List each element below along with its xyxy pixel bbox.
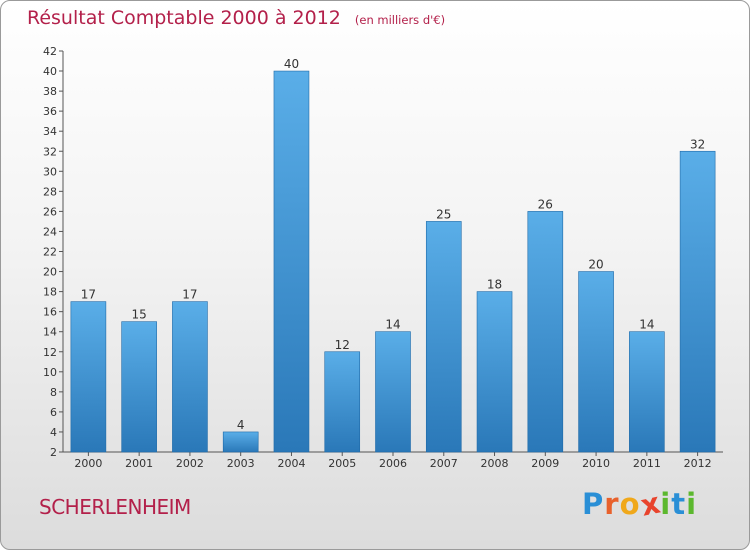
- logo-letter: i: [686, 487, 698, 521]
- commune-name: SCHERLENHEIM: [39, 495, 191, 519]
- y-tick-label: 24: [43, 225, 57, 238]
- logo-letter: t: [671, 487, 687, 521]
- y-tick-label: 20: [43, 266, 57, 279]
- bar-2008: [476, 291, 513, 453]
- bar-2000: [70, 301, 107, 453]
- x-tick-label: 2006: [379, 457, 407, 470]
- y-tick-label: 14: [43, 326, 57, 339]
- data-label-2004: 40: [284, 57, 299, 71]
- bar-2007: [425, 221, 462, 453]
- data-label-2007: 25: [436, 207, 451, 221]
- data-label-2011: 14: [639, 318, 654, 332]
- bar-2010: [578, 271, 614, 453]
- y-tick-label: 40: [43, 65, 57, 78]
- data-label-2005: 12: [335, 338, 350, 352]
- logo-letter: i: [660, 487, 672, 521]
- data-label-2001: 15: [132, 308, 147, 322]
- x-tick-label: 2008: [481, 457, 509, 470]
- bar-2012: [679, 150, 716, 453]
- y-tick-label: 32: [43, 145, 57, 158]
- y-tick-label: 28: [43, 185, 57, 198]
- y-tick-label: 30: [43, 165, 57, 178]
- bar-2002: [172, 301, 208, 453]
- data-label-2010: 20: [588, 258, 603, 272]
- logo-letter: o: [619, 487, 641, 521]
- y-tick-label: 6: [50, 406, 57, 419]
- data-label-2009: 26: [538, 197, 553, 211]
- y-tick-label: 16: [43, 306, 57, 319]
- chart-title: Résultat Comptable 2000 à 2012: [27, 7, 341, 29]
- y-tick-label: 10: [43, 366, 57, 379]
- bars: [70, 70, 716, 453]
- y-tick-label: 34: [43, 125, 57, 138]
- y-tick-label: 18: [43, 286, 57, 299]
- x-tick-label: 2005: [328, 457, 356, 470]
- y-tick-label: 2: [50, 446, 57, 459]
- bar-2011: [629, 331, 665, 453]
- x-axis: 2000 2001 2002 2003 2004 2005 2006 2007 2008 2009…: [63, 451, 723, 470]
- data-label-2008: 18: [487, 278, 502, 292]
- bar-2006: [375, 331, 411, 453]
- logo-letter: r: [604, 487, 620, 521]
- y-tick-label: 38: [43, 85, 57, 98]
- chart-header: Résultat Comptable 2000 à 2012 (en milli…: [27, 7, 445, 29]
- y-tick-label: 4: [50, 426, 57, 439]
- bar-2005: [324, 351, 361, 453]
- data-label-2000: 17: [81, 288, 96, 302]
- bar-2004: [273, 70, 310, 453]
- x-tick-label: 2004: [277, 457, 305, 470]
- x-tick-label: 2000: [74, 457, 102, 470]
- x-tick-label: 2002: [176, 457, 204, 470]
- y-tick-label: 12: [43, 346, 57, 359]
- x-tick-label: 2010: [582, 457, 610, 470]
- x-tick-label: 2007: [430, 457, 458, 470]
- bar-2001: [121, 321, 157, 453]
- data-labels: 17 15 17 4 40 12 14 25 18 26 20 14 32: [81, 57, 706, 432]
- y-tick-label: 8: [50, 386, 57, 399]
- bar-2003: [222, 431, 259, 453]
- data-label-2006: 14: [385, 318, 400, 332]
- logo-letter: P: [582, 487, 605, 521]
- data-label-2003: 4: [237, 418, 245, 432]
- y-tick-label: 26: [43, 205, 57, 218]
- x-tick-label: 2009: [531, 457, 559, 470]
- x-tick-label: 2012: [684, 457, 712, 470]
- data-label-2012: 32: [690, 137, 705, 151]
- y-tick-label: 22: [43, 246, 57, 259]
- chart-subtitle: (en milliers d'€): [354, 13, 446, 27]
- proxiti-logo: Proxiti: [582, 485, 698, 522]
- x-tick-label: 2003: [227, 457, 255, 470]
- y-tick-label: 36: [43, 105, 57, 118]
- x-tick-label: 2011: [633, 457, 661, 470]
- data-label-2002: 17: [182, 288, 197, 302]
- y-tick-label: 42: [43, 45, 57, 58]
- x-tick-label: 2001: [125, 457, 153, 470]
- bar-2009: [527, 211, 564, 453]
